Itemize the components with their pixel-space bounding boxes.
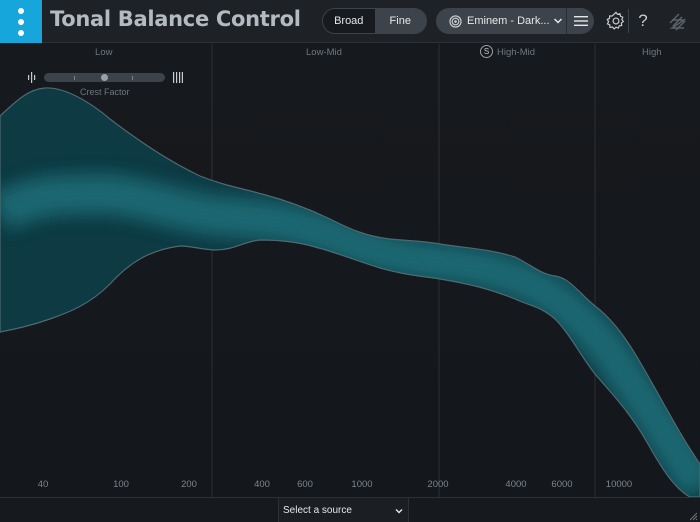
help-button[interactable]: ?: [638, 11, 648, 30]
target-preset-dropdown[interactable]: Eminem - Dark...: [436, 8, 594, 34]
fine-mode-button[interactable]: Fine: [374, 9, 426, 33]
hamburger-icon: [573, 16, 588, 26]
gear-icon[interactable]: [605, 10, 627, 32]
crest-factor-label: Crest Factor: [80, 87, 130, 97]
preset-list-button[interactable]: [567, 8, 594, 34]
freq-label: 600: [297, 479, 313, 490]
tonal-balance-graph: [0, 44, 700, 497]
crest-factor-slider-handle[interactable]: [101, 74, 108, 81]
view-mode-toggle[interactable]: Broad Fine: [322, 8, 427, 34]
preset-name: Eminem - Dark...: [467, 15, 550, 27]
slider-tick: [74, 76, 75, 80]
target-range-band: [0, 87, 700, 497]
target-icon: [449, 14, 462, 28]
help-separator: [628, 9, 629, 33]
band-label-low-mid: Low-Mid: [306, 47, 342, 58]
band-label-low: Low: [95, 47, 113, 58]
header-bar: Tonal Balance Control Broad Fine Eminem …: [0, 0, 700, 43]
menu-dot: [18, 18, 24, 25]
freq-label: 40: [37, 479, 49, 490]
app-title: Tonal Balance Control: [50, 7, 301, 31]
freq-label: 1000: [351, 479, 373, 490]
menu-dot: [18, 29, 24, 36]
high-crest-icon: [173, 72, 183, 83]
freq-label: 200: [181, 479, 197, 490]
freq-label: 4000: [505, 479, 527, 490]
preset-divider: [566, 8, 567, 34]
freq-label: 10000: [605, 479, 633, 490]
source-select-dropdown[interactable]: Select a source: [278, 498, 409, 522]
freq-label: 6000: [551, 479, 573, 490]
low-crest-icon: [28, 72, 36, 83]
footer-bar: Select a source: [0, 497, 700, 522]
source-select-value: Select a source: [283, 505, 352, 516]
broad-mode-button[interactable]: Broad: [323, 9, 375, 33]
crest-factor-control: Crest Factor: [26, 70, 186, 100]
menu-dot: [18, 7, 24, 14]
chevron-down-icon[interactable]: [552, 15, 564, 27]
izotope-logo-icon: [669, 13, 687, 31]
resize-grip-icon[interactable]: [688, 511, 698, 521]
freq-label: 400: [254, 479, 270, 490]
band-label-high: High: [642, 47, 662, 58]
band-label-high-mid: High-Mid: [497, 47, 536, 58]
crest-factor-slider[interactable]: [44, 73, 165, 82]
chevron-down-icon: [395, 508, 403, 513]
freq-label: 2000: [427, 479, 449, 490]
slider-tick: [132, 76, 133, 80]
freq-label: 100: [113, 479, 129, 490]
main-menu-button[interactable]: [0, 0, 42, 43]
solo-badge[interactable]: S: [480, 45, 493, 58]
